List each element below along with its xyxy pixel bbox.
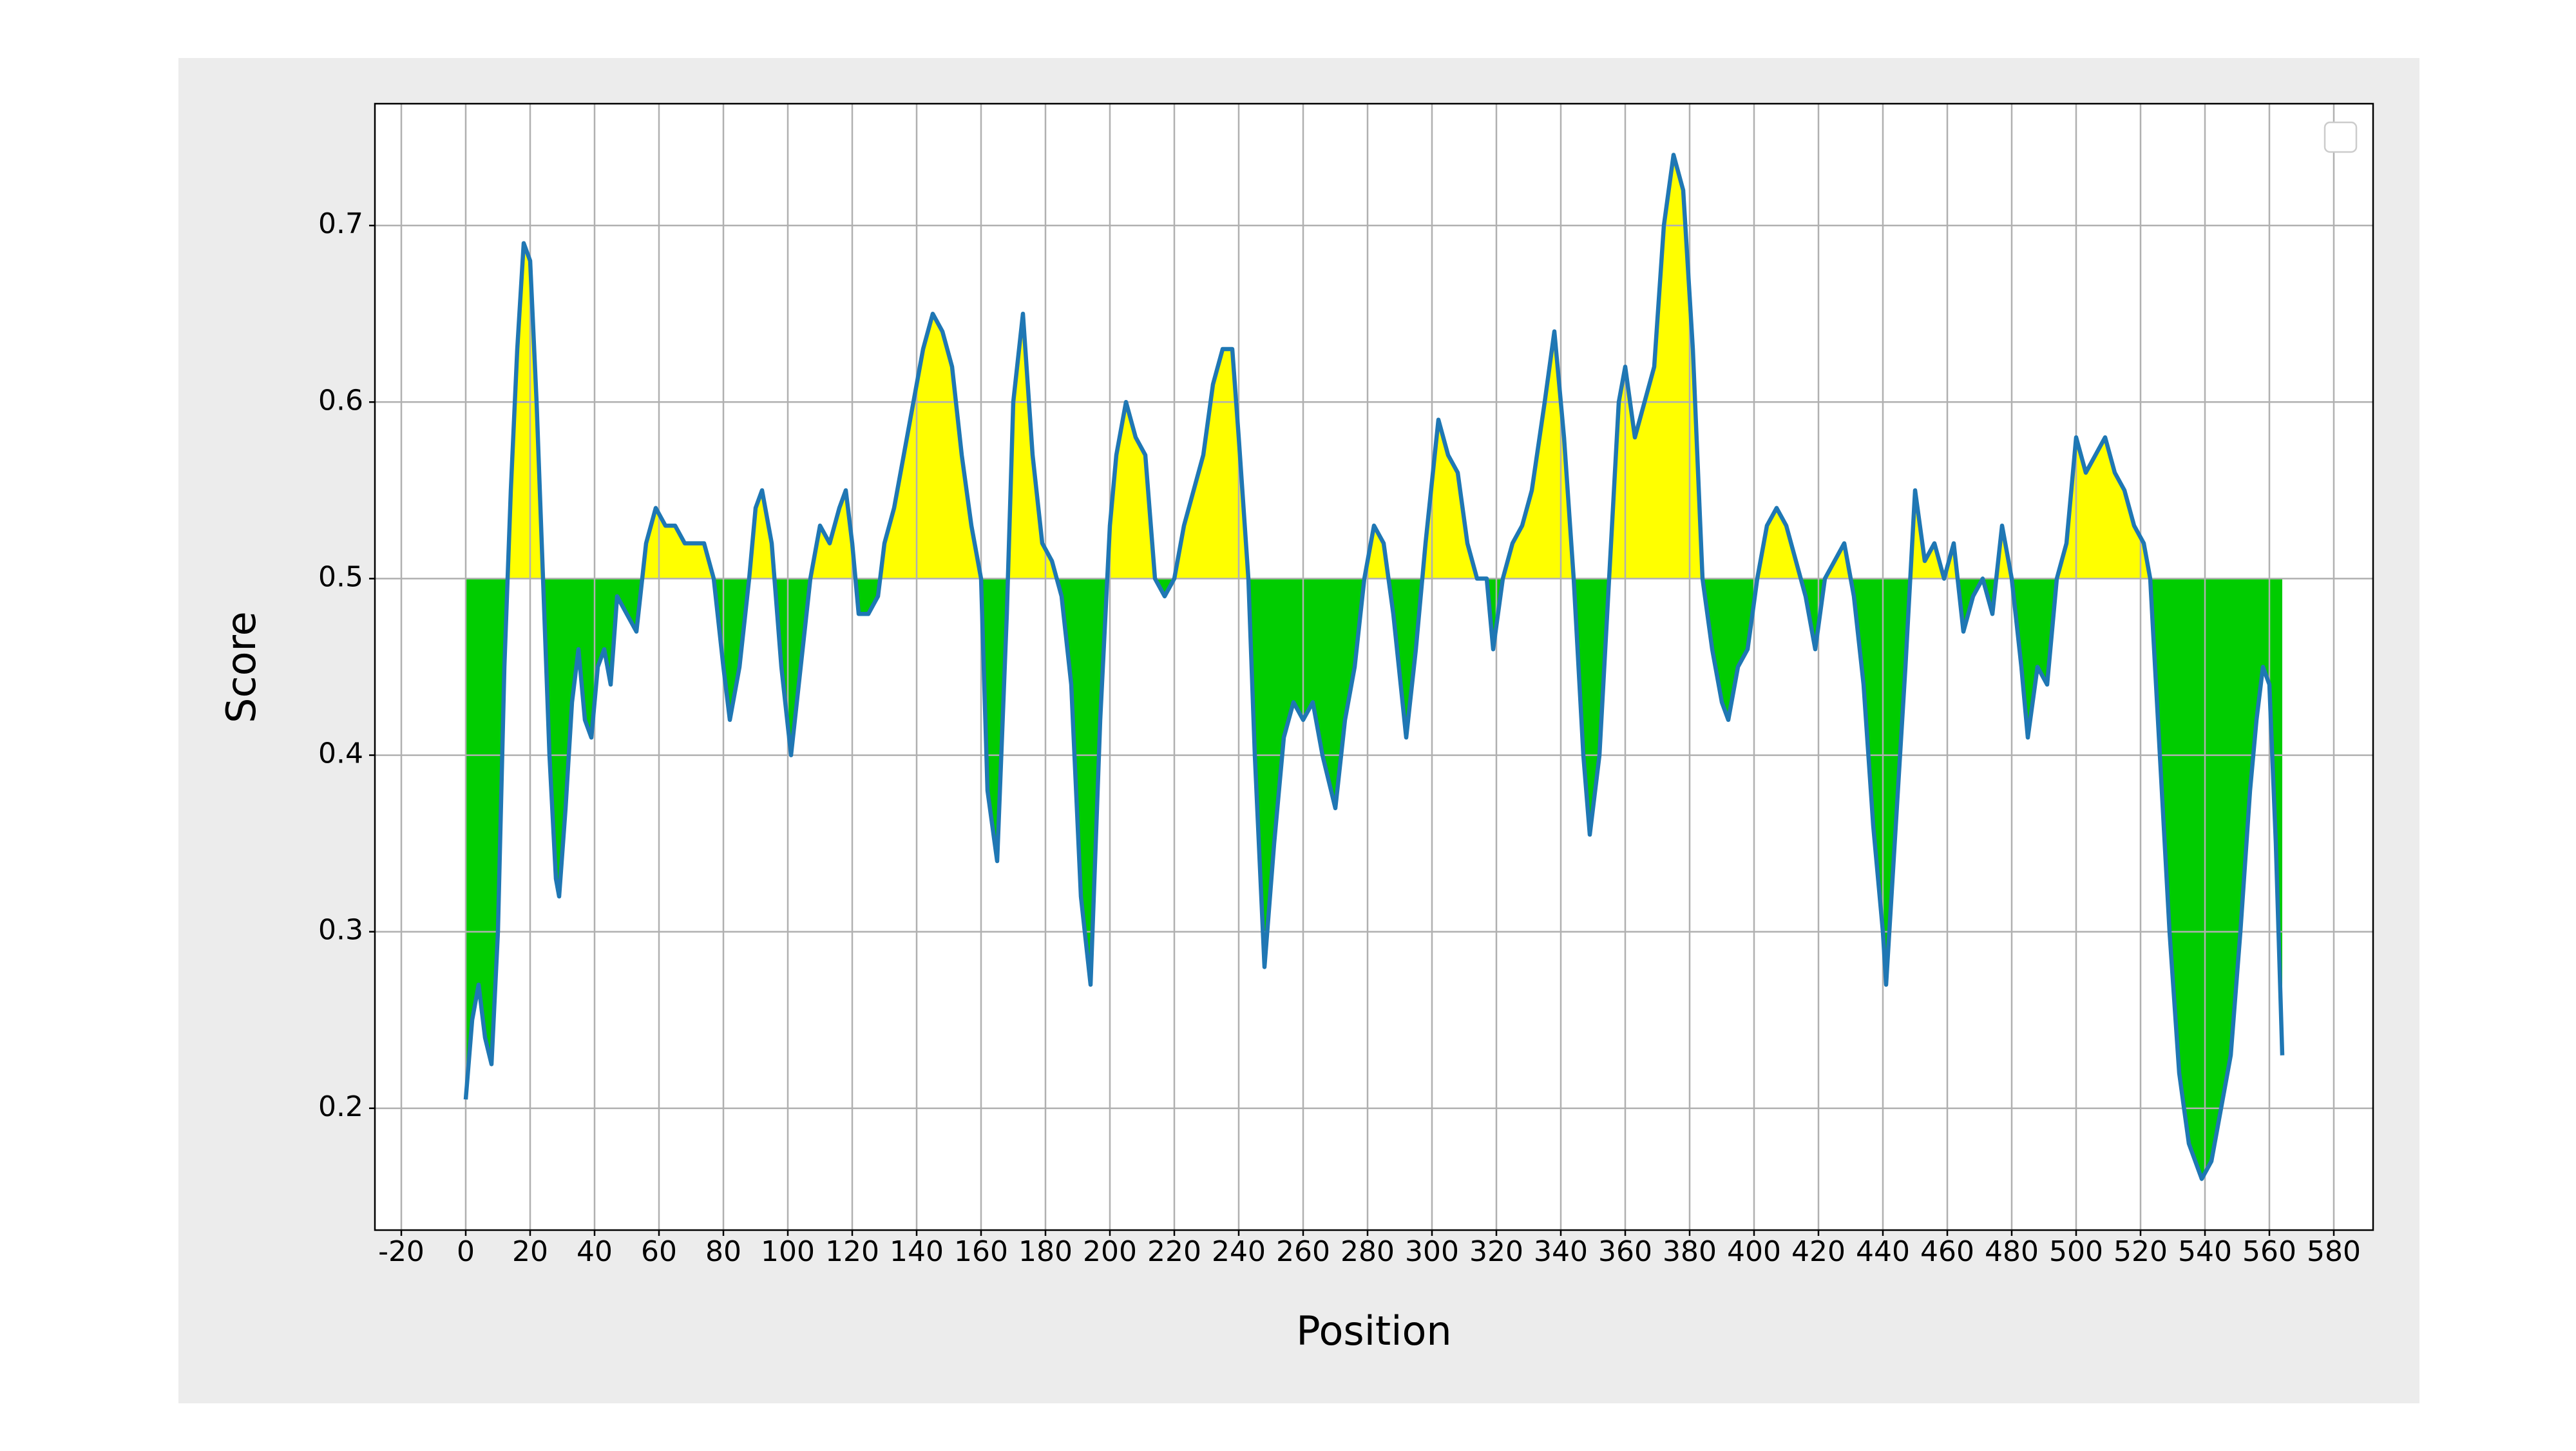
x-tick-label: 340 <box>1534 1235 1588 1268</box>
x-tick-label: 180 <box>1018 1235 1073 1268</box>
x-tick-label: 460 <box>1920 1235 1974 1268</box>
x-tick-label: -20 <box>378 1235 425 1268</box>
y-axis-label: Score <box>218 611 265 723</box>
x-tick-label: 320 <box>1469 1235 1523 1268</box>
x-tick-label: 300 <box>1405 1235 1459 1268</box>
axes-frame <box>374 102 2374 1231</box>
x-tick-label: 160 <box>954 1235 1008 1268</box>
y-tick-label: 0.5 <box>318 560 363 593</box>
x-tick-label: 580 <box>2307 1235 2361 1268</box>
x-tick-label: 480 <box>1985 1235 2039 1268</box>
x-axis-label: Position <box>1296 1307 1451 1354</box>
x-tick-label: 40 <box>577 1235 613 1268</box>
x-tick-label: 220 <box>1147 1235 1201 1268</box>
x-tick-label: 260 <box>1276 1235 1330 1268</box>
legend-box <box>2323 121 2358 153</box>
x-tick-label: 20 <box>512 1235 548 1268</box>
y-tick-label: 0.7 <box>318 207 363 240</box>
score-line <box>463 153 2285 1181</box>
x-tick-label: 280 <box>1340 1235 1395 1268</box>
y-tick-label: 0.2 <box>318 1090 363 1123</box>
x-tick-label: 540 <box>2178 1235 2232 1268</box>
x-tick-label: 120 <box>825 1235 879 1268</box>
y-tick-label: 0.6 <box>318 384 363 417</box>
x-tick-label: 440 <box>1856 1235 1910 1268</box>
x-tick-label: 0 <box>457 1235 475 1268</box>
x-tick-label: 500 <box>2049 1235 2103 1268</box>
x-tick-label: 60 <box>641 1235 677 1268</box>
x-tick-label: 560 <box>2242 1235 2296 1268</box>
x-tick-label: 80 <box>705 1235 741 1268</box>
x-tick-label: 100 <box>761 1235 815 1268</box>
fill-above <box>466 155 2282 579</box>
x-tick-label: 240 <box>1212 1235 1266 1268</box>
x-tick-label: 400 <box>1727 1235 1781 1268</box>
x-tick-label: 420 <box>1791 1235 1846 1268</box>
x-tick-label: 200 <box>1083 1235 1137 1268</box>
x-tick-label: 520 <box>2113 1235 2168 1268</box>
x-tick-label: 360 <box>1598 1235 1652 1268</box>
x-tick-label: 140 <box>890 1235 944 1268</box>
y-tick-label: 0.3 <box>318 914 363 947</box>
y-tick-label: 0.4 <box>318 737 363 770</box>
plot-area <box>375 104 2373 1230</box>
x-tick-label: 380 <box>1663 1235 1717 1268</box>
